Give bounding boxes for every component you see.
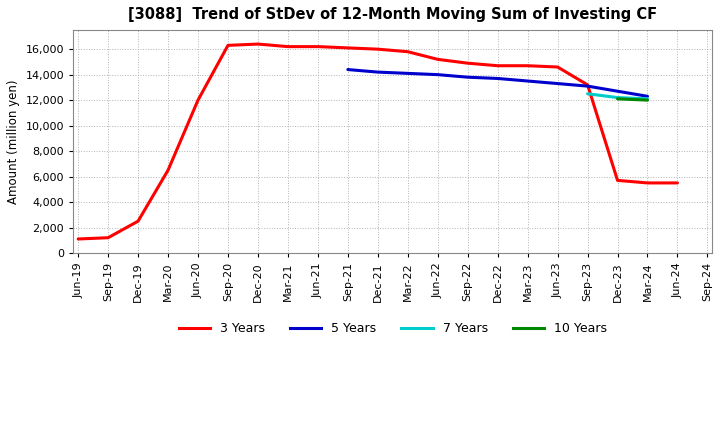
3 Years [673,180,682,186]
Title: [3088]  Trend of StDev of 12-Month Moving Sum of Investing CF: [3088] Trend of StDev of 12-Month Moving… [128,7,657,22]
Line: 7 Years: 7 Years [588,94,647,99]
7 Years [613,95,622,100]
5 Years [643,94,652,99]
5 Years [523,78,532,84]
3 Years [163,168,172,173]
10 Years [643,98,652,103]
5 Years [403,71,412,76]
7 Years [583,91,592,96]
3 Years [403,49,412,55]
5 Years [553,81,562,86]
3 Years [194,98,202,103]
3 Years [523,63,532,68]
3 Years [343,45,352,51]
3 Years [613,178,622,183]
3 Years [284,44,292,49]
5 Years [433,72,442,77]
3 Years [553,64,562,70]
Legend: 3 Years, 5 Years, 7 Years, 10 Years: 3 Years, 5 Years, 7 Years, 10 Years [174,317,612,341]
5 Years [464,74,472,80]
5 Years [493,76,502,81]
Y-axis label: Amount (million yen): Amount (million yen) [7,79,20,204]
3 Years [253,41,262,47]
3 Years [493,63,502,68]
5 Years [613,88,622,94]
3 Years [313,44,322,49]
Line: 3 Years: 3 Years [78,44,678,239]
3 Years [104,235,112,240]
5 Years [343,67,352,72]
3 Years [464,61,472,66]
Line: 10 Years: 10 Years [618,99,647,100]
3 Years [134,219,143,224]
5 Years [583,84,592,89]
Line: 5 Years: 5 Years [348,70,647,96]
3 Years [74,236,83,242]
3 Years [583,82,592,88]
10 Years [613,96,622,102]
5 Years [374,70,382,75]
3 Years [643,180,652,186]
3 Years [433,57,442,62]
3 Years [224,43,233,48]
3 Years [374,47,382,52]
7 Years [643,96,652,102]
